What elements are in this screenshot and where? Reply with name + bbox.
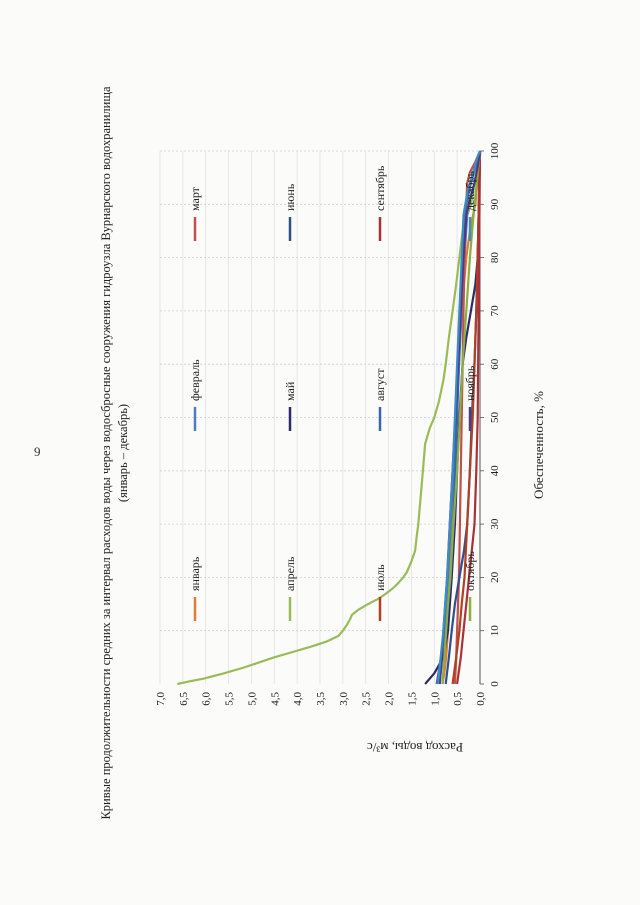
y-tick-label: 5,0 [246, 692, 258, 706]
legend-label: январь [188, 556, 202, 591]
legend-label: июль [373, 564, 387, 591]
series-line-октябрь [441, 150, 482, 685]
legend-label: август [373, 368, 387, 401]
legend-label: июнь [283, 183, 297, 211]
chart-title-group: Кривые продолжительности средних за инте… [99, 86, 130, 820]
x-tick-label: 90 [489, 198, 501, 210]
y-tick-label: 0,5 [452, 692, 464, 706]
y-tick-label: 4,5 [269, 692, 281, 706]
x-tick-label: 100 [489, 142, 501, 159]
y-tick-label: 4,0 [292, 692, 304, 706]
legend-label: сентябрь [373, 165, 387, 211]
page-number: 9 [34, 444, 41, 459]
series-lines [177, 150, 482, 686]
x-tick-label: 20 [489, 571, 501, 583]
y-tick-label: 1,0 [429, 692, 441, 706]
y-tick-label: 5,5 [224, 692, 236, 706]
series-line-сентябрь [456, 150, 482, 685]
legend-label: ноябрь [463, 365, 477, 401]
series-line-декабрь [436, 150, 482, 685]
chart-legend: январь февраль март апрель май июнь июль август… [188, 165, 477, 621]
x-tick-label: 0 [489, 681, 501, 687]
y-tick-label: 3,5 [315, 692, 327, 706]
y-tick-label: 0,0 [475, 692, 487, 706]
x-tick-labels: 0 10 20 30 40 50 60 70 80 90 100 [489, 142, 501, 687]
chart-grid [159, 150, 484, 685]
y-tick-label: 7,0 [155, 692, 167, 706]
x-tick-label: 40 [489, 465, 501, 477]
y-axis-label: Расход воды, м³/с [367, 740, 463, 755]
y-tick-label: 2,0 [384, 692, 396, 706]
legend-label: май [283, 381, 297, 401]
legend-label: февраль [188, 359, 202, 401]
y-tick-label: 1,5 [406, 692, 418, 706]
chart-subtitle: (январь – декабрь) [116, 404, 130, 502]
y-tick-labels: 0,0 0,5 1,0 1,5 2,0 2,5 3,0 3,5 4,0 4,5 5,0 5,5 6,0 6… [155, 692, 487, 706]
y-tick-label: 6,0 [201, 692, 213, 706]
series-line-июль [451, 150, 482, 685]
legend-label: октябрь [463, 551, 477, 591]
y-tick-label: 6,5 [178, 692, 190, 706]
chart-title: Кривые продолжительности средних за инте… [99, 86, 113, 820]
x-axis-label: Обеспеченность, % [531, 391, 546, 499]
series-line-апрель [177, 150, 482, 686]
x-tick-label: 70 [489, 305, 501, 317]
y-tick-label: 3,0 [338, 692, 350, 706]
legend-label: декабрь [463, 170, 477, 211]
x-tick-label: 50 [489, 412, 501, 424]
legend-label: апрель [283, 556, 297, 591]
x-tick-label: 10 [489, 625, 501, 637]
x-tick-label: 80 [489, 252, 501, 264]
y-tick-label: 2,5 [361, 692, 373, 706]
x-tick-label: 60 [489, 358, 501, 370]
legend-label: март [188, 186, 202, 211]
x-tick-label: 30 [489, 518, 501, 530]
